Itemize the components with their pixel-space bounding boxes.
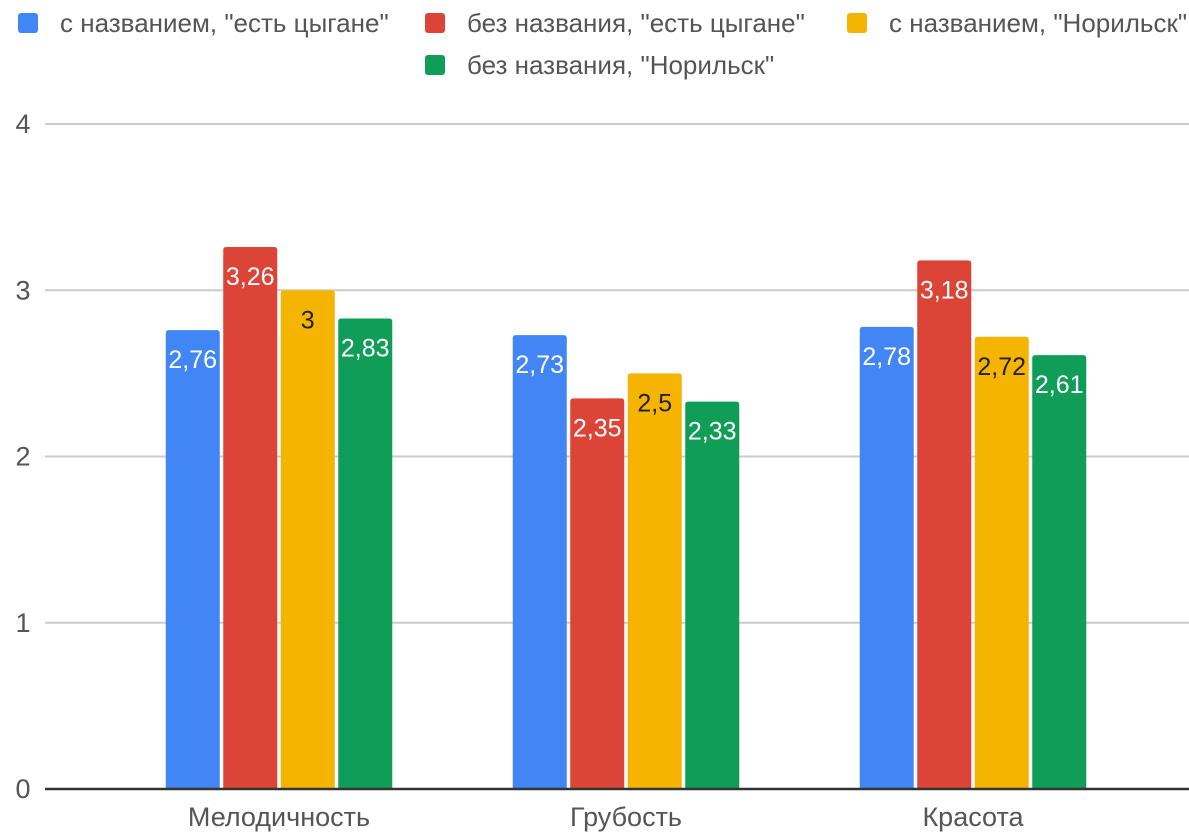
bar: [570, 398, 625, 789]
data-label: 2,35: [573, 414, 622, 442]
legend-label: без названия, "Норильск": [467, 49, 775, 80]
legend-swatch: [847, 13, 867, 33]
data-label: 2,33: [688, 418, 737, 446]
legend-swatch: [18, 13, 38, 33]
bar: [280, 290, 335, 789]
legend-swatch: [425, 13, 445, 33]
bar: [338, 318, 393, 789]
data-label: 2,78: [862, 343, 911, 371]
legend-label: с названием, "Норильск": [889, 7, 1188, 38]
legend-item-3[interactable]: с названием, "Норильск": [847, 6, 1187, 40]
bar: [917, 260, 972, 789]
bar: [1032, 355, 1087, 789]
legend-item-2[interactable]: без названия, "есть цыгане": [425, 6, 805, 40]
y-tick-label: 2: [15, 442, 30, 472]
y-tick-label: 1: [15, 608, 30, 638]
bar: [974, 336, 1029, 789]
legend-label: с названием, "есть цыгане": [60, 7, 389, 38]
bar: [165, 330, 220, 789]
legend-item-1[interactable]: с названием, "есть цыгане": [18, 6, 389, 40]
bar: [627, 373, 682, 789]
legend: с названием, "есть цыгане" без названия, …: [0, 0, 1189, 90]
y-tick-label: 3: [15, 275, 30, 305]
bar: [223, 247, 278, 789]
data-label: 3,26: [226, 263, 275, 291]
y-tick-label: 4: [15, 109, 30, 139]
data-label: 3,18: [920, 276, 969, 304]
y-tick-label: 0: [15, 774, 30, 804]
x-tick-label: Грубость: [570, 802, 682, 832]
bar: [685, 401, 740, 789]
bar: [512, 335, 567, 789]
data-label: 2,72: [977, 353, 1026, 381]
bar: [859, 326, 914, 789]
data-label: 2,61: [1035, 371, 1084, 399]
legend-swatch: [425, 55, 445, 75]
legend-label: без названия, "есть цыгане": [467, 7, 805, 38]
legend-item-4[interactable]: без названия, "Норильск": [425, 48, 774, 82]
data-label: 3: [301, 306, 315, 334]
data-label: 2,5: [637, 389, 672, 417]
x-tick-label: Мелодичность: [188, 802, 370, 832]
data-label: 2,73: [515, 351, 564, 379]
x-tick-label: Красота: [922, 802, 1024, 832]
data-label: 2,83: [341, 335, 390, 363]
data-label: 2,76: [168, 346, 217, 374]
